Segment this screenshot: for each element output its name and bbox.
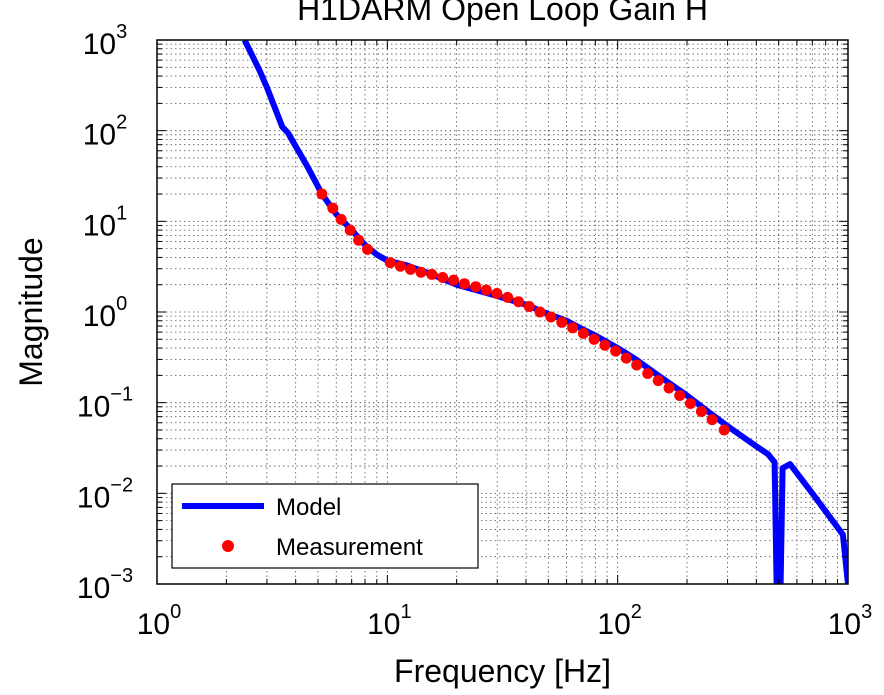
measurement-point xyxy=(684,398,696,409)
x-tick-label: 103 xyxy=(828,601,873,641)
measurement-point xyxy=(663,382,675,394)
y-tick-label-base: 10 xyxy=(83,300,116,333)
measurement-point xyxy=(523,301,535,312)
measurement-point xyxy=(620,352,632,364)
legend-box xyxy=(171,483,479,569)
measurement-point xyxy=(652,375,664,387)
legend-measurement-swatch xyxy=(222,540,234,552)
y-tick-label-exponent: 3 xyxy=(116,21,127,43)
measurement-point xyxy=(405,263,416,275)
measurement-point xyxy=(384,257,396,269)
y-tick-label: 100 xyxy=(83,293,128,333)
measurement-point xyxy=(599,339,611,351)
measurement-point xyxy=(577,327,589,339)
x-tick-label-base: 10 xyxy=(367,608,400,641)
y-tick-label-exponent: 2 xyxy=(116,112,127,134)
measurement-point xyxy=(588,333,600,345)
measurement-point xyxy=(674,390,686,401)
y-tick-label-base: 10 xyxy=(77,391,110,424)
y-tick-label-base: 10 xyxy=(83,209,116,242)
measurement-point xyxy=(415,266,427,278)
x-tick-label: 102 xyxy=(597,601,642,641)
measurement-point xyxy=(695,406,707,417)
measurement-point xyxy=(335,213,347,225)
y-tick-label: 10−3 xyxy=(77,565,133,605)
measurement-point xyxy=(534,306,546,318)
y-tick-label-base: 10 xyxy=(77,481,110,514)
measurement-point xyxy=(513,296,524,308)
measurement-point xyxy=(642,368,654,379)
measurement-point xyxy=(567,322,579,334)
measurement-point xyxy=(327,202,339,214)
y-tick-label-base: 10 xyxy=(83,28,116,61)
y-tick-label-exponent: −3 xyxy=(110,565,133,587)
x-tick-label-exponent: 2 xyxy=(631,601,642,623)
y-tick-label: 101 xyxy=(83,202,128,242)
measurement-point xyxy=(718,424,730,436)
measurement-point xyxy=(437,272,449,283)
x-tick-label-base: 10 xyxy=(137,608,170,641)
y-tick-label-exponent: 1 xyxy=(116,202,127,224)
y-tick-label: 102 xyxy=(83,112,128,152)
grid xyxy=(157,40,848,584)
measurement-point xyxy=(706,414,718,426)
legend-measurement-label: Measurement xyxy=(276,534,423,561)
y-tick-label-exponent: −2 xyxy=(110,474,133,496)
measurement-point xyxy=(470,281,482,293)
y-tick-label-base: 10 xyxy=(77,572,110,605)
x-tick-label-exponent: 3 xyxy=(861,601,872,623)
measurement-point xyxy=(545,311,557,323)
legend: Model Measurement xyxy=(171,483,479,569)
x-tick-label-base: 10 xyxy=(597,608,630,641)
measurement-point xyxy=(426,268,438,280)
measurement-point xyxy=(344,224,356,236)
measurement-point xyxy=(631,359,643,371)
y-tick-label: 103 xyxy=(83,21,128,61)
x-tick-label: 101 xyxy=(367,601,412,641)
x-tick-label-base: 10 xyxy=(828,608,861,641)
measurement-point xyxy=(458,278,470,290)
measurement-point xyxy=(556,316,568,328)
y-tick-label-exponent: −1 xyxy=(110,384,133,406)
y-tick-label-exponent: 0 xyxy=(116,293,127,315)
measurement-point xyxy=(316,188,328,200)
measurement-point xyxy=(394,260,406,272)
measurement-point xyxy=(448,274,460,286)
measurement-point xyxy=(491,288,503,299)
legend-model-label: Model xyxy=(276,494,341,521)
measurement-point xyxy=(362,243,373,255)
x-tick-label: 100 xyxy=(137,601,182,641)
measurement-point xyxy=(610,345,622,357)
measurement-point xyxy=(502,291,514,303)
x-axis-label: Frequency [Hz] xyxy=(394,653,611,689)
y-tick-label-base: 10 xyxy=(83,119,116,152)
y-tick-label: 10−1 xyxy=(77,384,133,424)
y-axis-label: Magnitude xyxy=(13,237,49,386)
y-tick-label: 10−2 xyxy=(77,474,133,514)
x-tick-label-exponent: 1 xyxy=(400,601,411,623)
x-tick-label-exponent: 0 xyxy=(170,601,181,623)
measurement-point xyxy=(353,234,365,246)
plot-area xyxy=(241,40,848,584)
chart-title: H1DARM Open Loop Gain H xyxy=(297,0,708,27)
measurement-point xyxy=(480,284,492,296)
